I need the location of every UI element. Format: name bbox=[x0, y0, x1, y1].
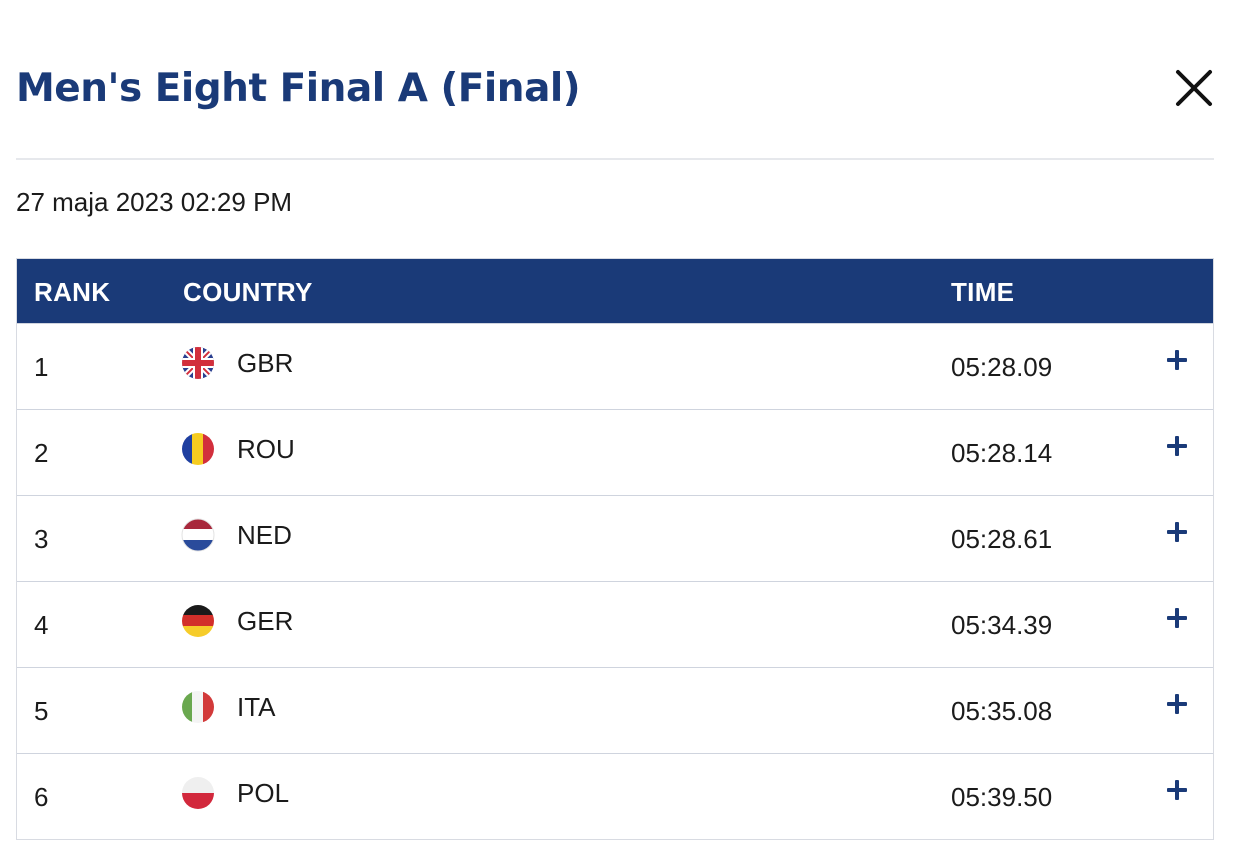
country-code: ROU bbox=[237, 434, 295, 464]
country-code: POL bbox=[237, 778, 290, 808]
header-divider bbox=[16, 158, 1214, 160]
close-icon bbox=[1176, 70, 1212, 106]
time-cell: 05:39.50 bbox=[951, 782, 1053, 812]
page-title: Men's Eight Final A (Final) bbox=[16, 66, 581, 111]
results-table: RANK COUNTRY TIME 1 GBR bbox=[16, 258, 1214, 840]
time-cell: 05:35.08 bbox=[951, 696, 1053, 726]
plus-icon[interactable] bbox=[1167, 436, 1187, 456]
country-code: NED bbox=[237, 520, 292, 550]
country-code: ITA bbox=[237, 692, 276, 722]
table-row[interactable]: 3 NED 05:28.61 bbox=[17, 495, 1213, 581]
country-code: GBR bbox=[237, 348, 294, 378]
ger-flag-icon bbox=[181, 604, 215, 638]
pol-flag-icon bbox=[181, 776, 215, 810]
rank-cell: 3 bbox=[34, 524, 49, 554]
rank-cell: 4 bbox=[34, 610, 49, 640]
time-cell: 05:28.09 bbox=[951, 352, 1053, 382]
plus-icon[interactable] bbox=[1167, 608, 1187, 628]
rank-cell: 2 bbox=[34, 438, 49, 468]
plus-icon[interactable] bbox=[1167, 780, 1187, 800]
country-code: GER bbox=[237, 606, 294, 636]
ita-flag-icon bbox=[181, 690, 215, 724]
rank-cell: 6 bbox=[34, 782, 49, 812]
rou-flag-icon bbox=[181, 432, 215, 466]
time-cell: 05:28.61 bbox=[951, 524, 1053, 554]
time-cell: 05:34.39 bbox=[951, 610, 1053, 640]
time-cell: 05:28.14 bbox=[951, 438, 1053, 468]
table-row[interactable]: 5 ITA 05:35.08 bbox=[17, 667, 1213, 753]
column-header-country: COUNTRY bbox=[183, 277, 313, 307]
table-row[interactable]: 6 POL 05:39.50 bbox=[17, 753, 1213, 839]
plus-icon[interactable] bbox=[1167, 694, 1187, 714]
modal-header: Men's Eight Final A (Final) bbox=[16, 56, 1214, 126]
column-header-time: TIME bbox=[951, 277, 1015, 307]
table-row[interactable]: 2 ROU 05:28.14 bbox=[17, 409, 1213, 495]
close-button[interactable] bbox=[1174, 68, 1214, 108]
rank-cell: 5 bbox=[34, 696, 49, 726]
rank-cell: 1 bbox=[34, 352, 49, 382]
table-header: RANK COUNTRY TIME bbox=[17, 259, 1213, 323]
event-datetime: 27 maja 2023 02:29 PM bbox=[16, 187, 293, 217]
table-row[interactable]: 4 GER 05:34.39 bbox=[17, 581, 1213, 667]
plus-icon[interactable] bbox=[1167, 522, 1187, 542]
gbr-flag-icon bbox=[181, 346, 215, 380]
column-header-rank: RANK bbox=[34, 277, 111, 307]
plus-icon[interactable] bbox=[1167, 350, 1187, 370]
ned-flag-icon bbox=[181, 518, 215, 552]
table-row[interactable]: 1 GBR 05:28.09 bbox=[17, 323, 1213, 409]
